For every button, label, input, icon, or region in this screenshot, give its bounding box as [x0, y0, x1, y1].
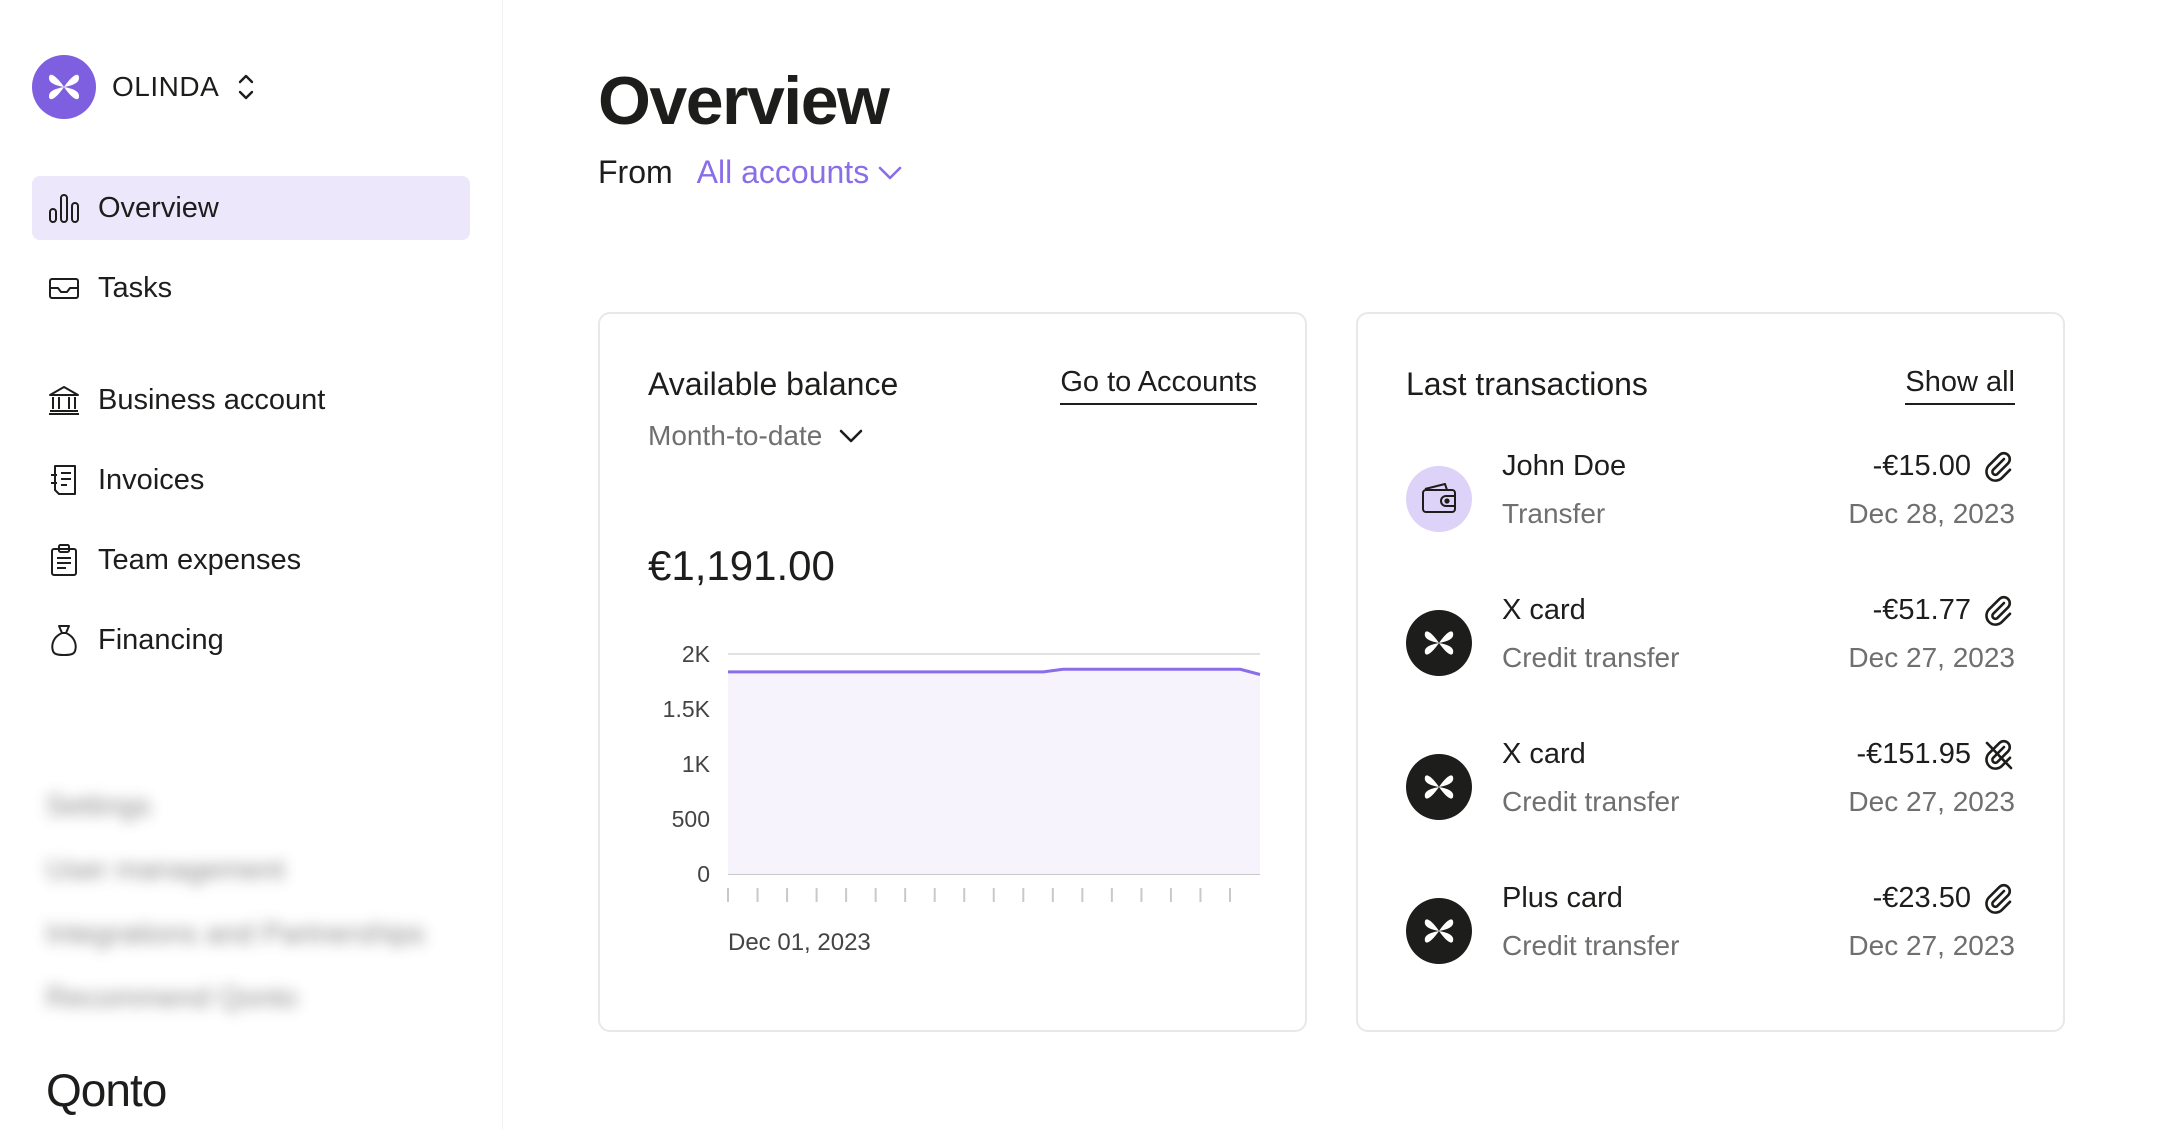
- sidebar-item-overview[interactable]: Overview: [32, 176, 470, 240]
- transactions-card-title: Last transactions: [1406, 366, 1648, 402]
- transaction-date: Dec 27, 2023: [1848, 930, 2015, 961]
- receipt-clipboard-icon: [46, 542, 82, 578]
- transaction-amount: -€15.00: [1872, 450, 1971, 482]
- transaction-name: John Doe: [1502, 450, 1627, 482]
- transactions-card: Last transactions Show all John Doe Tran…: [1356, 312, 2065, 1032]
- transaction-type: Transfer: [1502, 498, 1606, 529]
- show-all-link[interactable]: Show all: [1905, 366, 2015, 405]
- transaction-type: Credit transfer: [1502, 930, 1680, 961]
- sidebar-item-team-expenses[interactable]: Team expenses: [32, 528, 470, 592]
- organization-logo: [32, 55, 96, 119]
- bar-chart-icon: [46, 190, 82, 226]
- sidebar-item-invoices[interactable]: Invoices: [32, 448, 470, 512]
- transaction-name: Plus card: [1502, 882, 1623, 914]
- y-tick-label: 2K: [682, 641, 711, 667]
- transaction-name: X card: [1502, 594, 1586, 626]
- transaction-row[interactable]: X card Credit transfer -€151.95 Dec 27, …: [1406, 738, 2015, 864]
- organization-name: OLINDA: [112, 71, 220, 102]
- paperclip-icon[interactable]: [1983, 450, 2015, 484]
- paperclip-off-icon[interactable]: [1983, 738, 2015, 772]
- transaction-amount: -€23.50: [1872, 882, 1971, 914]
- wallet-icon: [1406, 466, 1472, 532]
- sidebar-item-integrations[interactable]: Integrations and Partnerships: [46, 918, 425, 950]
- account-filter-value: All accounts: [696, 154, 870, 190]
- transaction-row[interactable]: Plus card Credit transfer -€23.50 Dec 27…: [1406, 882, 2015, 1008]
- chart-series-line: [728, 667, 1261, 676]
- sidebar: OLINDA Overview Tasks Business account I…: [0, 0, 503, 1129]
- y-tick-label: 1K: [682, 751, 711, 777]
- sidebar-item-label: Invoices: [98, 463, 205, 496]
- balance-card-title: Available balance: [648, 366, 899, 402]
- invoice-icon: [46, 462, 82, 498]
- sidebar-item-label: Team expenses: [98, 543, 302, 576]
- from-label: From: [598, 154, 673, 190]
- flower-logo-icon: [49, 74, 79, 100]
- sidebar-item-label: Business account: [98, 383, 326, 416]
- sidebar-item-user-management[interactable]: User management: [46, 854, 285, 886]
- transaction-type: Credit transfer: [1502, 642, 1680, 673]
- chevron-down-icon: [840, 429, 863, 443]
- go-to-accounts-link[interactable]: Go to Accounts: [1060, 366, 1257, 405]
- transaction-date: Dec 27, 2023: [1848, 786, 2015, 817]
- sidebar-item-label: Financing: [98, 623, 224, 656]
- page-title: Overview: [598, 63, 890, 139]
- sidebar-item-financing[interactable]: Financing: [32, 608, 470, 672]
- inbox-icon: [46, 270, 82, 306]
- sidebar-item-recommend[interactable]: Recommend Qonto: [46, 982, 298, 1014]
- transaction-amount: -€151.95: [1856, 738, 1972, 770]
- sidebar-item-business-account[interactable]: Business account: [32, 368, 470, 432]
- balance-card: Available balance Go to Accounts Month-t…: [598, 312, 1307, 1032]
- sidebar-item-label: Tasks: [98, 271, 173, 304]
- y-tick-label: 0: [697, 861, 710, 887]
- bank-icon: [46, 382, 82, 418]
- transaction-amount: -€51.77: [1872, 594, 1971, 626]
- chevron-up-down-icon[interactable]: [237, 71, 255, 103]
- chart-area-fill: [728, 669, 1260, 874]
- y-tick-label: 500: [672, 806, 710, 832]
- account-filter-dropdown[interactable]: All accounts: [697, 154, 904, 191]
- sidebar-item-settings[interactable]: Settings: [46, 790, 151, 822]
- paperclip-icon[interactable]: [1983, 882, 2015, 916]
- transaction-name: X card: [1502, 738, 1586, 770]
- transaction-row[interactable]: John Doe Transfer -€15.00 Dec 28, 2023: [1406, 450, 2015, 576]
- balance-chart: 0 500 1K 1.5K 2K Dec 01, 2023: [663, 641, 1261, 956]
- money-bag-icon: [46, 622, 82, 658]
- card-brand-icon: [1406, 754, 1472, 820]
- chevron-down-icon: [878, 166, 902, 179]
- brand-logo: Qonto: [46, 1064, 167, 1116]
- balance-amount: €1,191.00: [648, 542, 835, 589]
- organization-switcher[interactable]: OLINDA: [32, 55, 255, 119]
- y-tick-label: 1.5K: [663, 696, 711, 722]
- account-filter-row: From All accounts: [598, 154, 903, 191]
- x-tick-label: Dec 01, 2023: [728, 929, 871, 956]
- period-value: Month-to-date: [648, 420, 823, 451]
- transaction-type: Credit transfer: [1502, 786, 1680, 817]
- sidebar-item-label: Overview: [98, 191, 219, 224]
- sidebar-item-tasks[interactable]: Tasks: [32, 256, 470, 320]
- transaction-row[interactable]: X card Credit transfer -€51.77 Dec 27, 2…: [1406, 594, 2015, 720]
- period-dropdown[interactable]: Month-to-date: [648, 420, 864, 452]
- paperclip-icon[interactable]: [1983, 594, 2015, 628]
- card-brand-icon: [1406, 898, 1472, 964]
- transaction-date: Dec 28, 2023: [1848, 498, 2015, 529]
- transaction-date: Dec 27, 2023: [1848, 642, 2015, 673]
- card-brand-icon: [1406, 610, 1472, 676]
